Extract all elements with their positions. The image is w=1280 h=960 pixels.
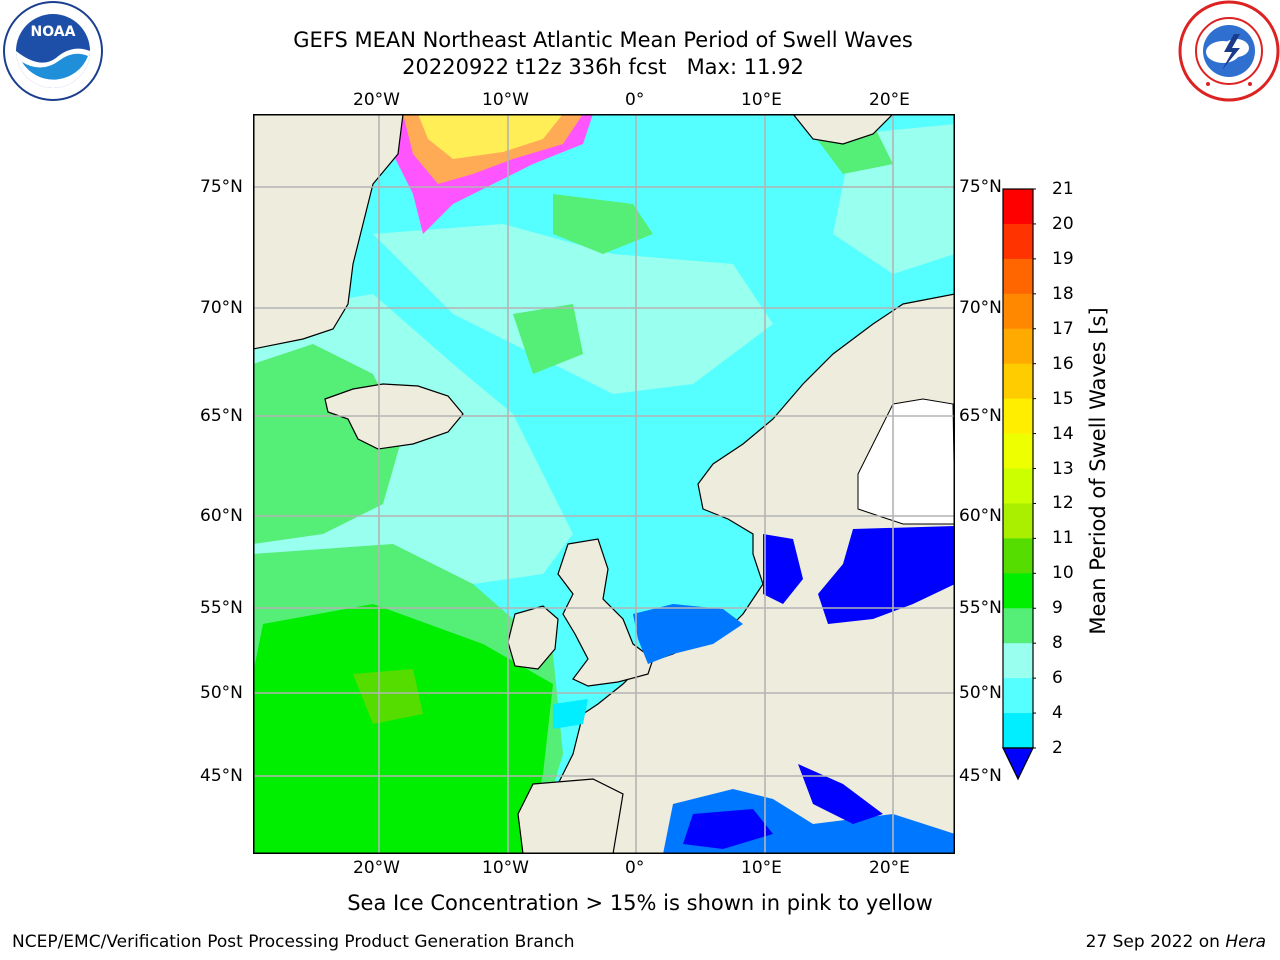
footer-right: 27 Sep 2022 on Hera: [1086, 932, 1266, 952]
colorbar-tick-label: 2: [1052, 738, 1063, 758]
colorbar-band: [1003, 293, 1033, 330]
footer-date: 27 Sep 2022 on: [1085, 932, 1226, 952]
colorbar-tick-label: 21: [1052, 179, 1074, 199]
colorbar-band: [1003, 643, 1033, 679]
swell-11-12-patch: [353, 669, 423, 724]
noaa-logo-icon: NOAA: [3, 1, 103, 101]
lon-label-bottom: 0°: [625, 858, 645, 878]
colorbar-extend-arrow: [1002, 747, 1034, 781]
colorbar-tick-label: 6: [1052, 668, 1063, 689]
land-svalbard: [792, 114, 894, 145]
lat-label-left: 60°N: [200, 506, 243, 526]
colorbar-band: [1003, 573, 1033, 609]
swell-10-11-southwest: [253, 604, 553, 854]
lat-label-right: 70°N: [959, 298, 1002, 318]
swell-0-2-skagerrak: [763, 534, 803, 604]
lon-label-top: 20°E: [869, 90, 910, 110]
lon-label-top: 10°E: [741, 90, 782, 110]
colorbar-tick-label: 12: [1052, 493, 1074, 514]
colorbar-band: [1003, 678, 1033, 714]
gulf-of-bothnia: [857, 398, 955, 525]
noaa-logo-text: NOAA: [31, 24, 76, 40]
lon-label-bottom: 10°W: [482, 858, 529, 878]
lon-label-top: 0°: [625, 90, 645, 110]
colorbar-tick-label: 10: [1052, 563, 1074, 584]
colorbar-band: [1003, 398, 1033, 435]
swell-0-2-baltic: [818, 526, 955, 624]
map-gridlines: [253, 114, 955, 854]
lon-label-bottom: 10°E: [741, 858, 782, 878]
colorbar-label: Mean Period of Swell Waves [s]: [1086, 307, 1110, 635]
sea-ice-caption: Sea Ice Concentration > 15% is shown in …: [347, 891, 933, 915]
lat-label-right: 50°N: [959, 683, 1002, 703]
land-iberia: [517, 778, 624, 854]
lat-label-left: 70°N: [200, 298, 243, 318]
swell-4-6-biscay: [553, 699, 588, 729]
lat-label-right: 65°N: [959, 406, 1002, 426]
colorbar-band: [1003, 608, 1033, 644]
colorbar-band: [1003, 713, 1033, 749]
lon-label-bottom: 20°W: [353, 858, 400, 878]
footer-machine: Hera: [1225, 932, 1266, 952]
colorbar-tick-label: 11: [1052, 528, 1074, 549]
colorbar-tick-label: 17: [1052, 318, 1074, 339]
colorbar: [1002, 188, 1036, 781]
colorbar-band: [1003, 538, 1033, 574]
lat-label-left: 65°N: [200, 406, 243, 426]
colorbar-band: [1003, 189, 1033, 225]
colorbar-band: [1003, 328, 1033, 365]
nws-logo-icon: [1178, 0, 1280, 102]
swell-0-2-ligurian: [683, 809, 773, 849]
lat-label-left: 50°N: [200, 683, 243, 703]
swell-9-10-north-patch: [553, 194, 653, 254]
colorbar-band: [1003, 503, 1033, 539]
chart-title-line1: GEFS MEAN Northeast Atlantic Mean Period…: [293, 28, 913, 52]
lat-label-right: 60°N: [959, 506, 1002, 526]
lon-label-bottom: 20°E: [869, 858, 910, 878]
colorbar-tick-label: 18: [1052, 283, 1074, 304]
colorbar-tick-label: 8: [1052, 633, 1063, 654]
colorbar-tick-label: 20: [1052, 213, 1074, 234]
colorbar-tick-label: 16: [1052, 353, 1074, 374]
swell-9-10-mid-patch: [513, 304, 583, 374]
lon-label-top: 20°W: [353, 90, 400, 110]
map-frame: [253, 114, 955, 854]
footer-left: NCEP/EMC/Verification Post Processing Pr…: [12, 932, 575, 952]
colorbar-band: [1003, 433, 1033, 469]
colorbar-tick-label: 4: [1052, 703, 1063, 724]
colorbar-tick-label: 14: [1052, 423, 1074, 444]
lon-label-top: 10°W: [482, 90, 529, 110]
colorbar-band: [1003, 223, 1033, 260]
colorbar-band: [1003, 468, 1033, 504]
lat-label-left: 45°N: [200, 766, 243, 786]
lat-label-left: 55°N: [200, 598, 243, 618]
lat-label-left: 75°N: [200, 177, 243, 197]
lat-label-right: 45°N: [959, 766, 1002, 786]
land-europe: [532, 293, 955, 854]
colorbar-band: [1003, 258, 1033, 295]
colorbar-tick-label: 9: [1052, 598, 1063, 619]
lat-label-right: 55°N: [959, 598, 1002, 618]
colorbar-band: [1003, 363, 1033, 400]
lat-label-right: 75°N: [959, 177, 1002, 197]
chart-title-line2: 20220922 t12z 336h fcst Max: 11.92: [402, 55, 804, 79]
colorbar-tick-label: 19: [1052, 248, 1074, 269]
sea-ice-yellow: [418, 114, 563, 159]
land-greenland: [253, 114, 404, 350]
swell-2-4-north-sea: [633, 604, 743, 664]
colorbar-tick-label: 13: [1052, 458, 1074, 479]
map-panel: [253, 114, 955, 854]
swell-0-2-adriatic: [798, 764, 883, 824]
colorbar-tick-label: 15: [1052, 388, 1074, 409]
